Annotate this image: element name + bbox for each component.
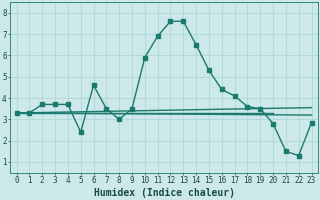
- X-axis label: Humidex (Indice chaleur): Humidex (Indice chaleur): [93, 188, 235, 198]
